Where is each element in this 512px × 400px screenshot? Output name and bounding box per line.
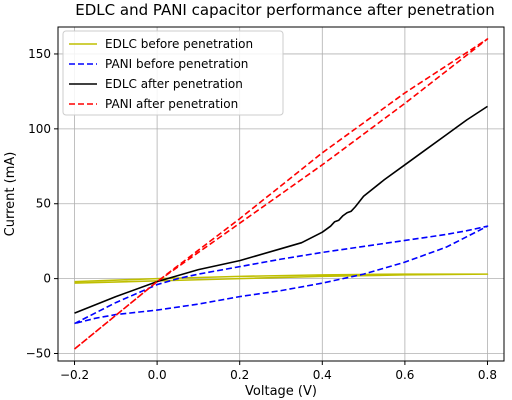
ticks: −0.2 0.0 0.2 0.4 0.6 0.8 −50 0 50 100 150 [26, 47, 497, 382]
series-line-4 [74, 38, 489, 350]
y-tick-label: 100 [28, 122, 51, 136]
y-axis-label: Current (mA) [3, 152, 18, 237]
series-line-1 [74, 273, 489, 284]
y-tick-label: 50 [36, 197, 51, 211]
legend-box [62, 30, 284, 116]
y-tick-label: 150 [28, 47, 51, 61]
legend-label: PANI after penetration [105, 97, 238, 111]
legend: EDLC before penetration PANI before penet… [62, 30, 284, 116]
x-tick-label: 0.4 [313, 368, 332, 382]
x-tick-label: 0.8 [478, 368, 497, 382]
x-tick-label: 0.0 [148, 368, 167, 382]
legend-label: EDLC after penetration [105, 77, 243, 91]
x-axis-label: Voltage (V) [245, 384, 317, 399]
y-tick-label: −50 [26, 347, 51, 361]
legend-label: EDLC before penetration [105, 37, 253, 51]
x-tick-label: 0.2 [230, 368, 249, 382]
series-layer [74, 38, 489, 350]
chart-title: EDLC and PANI capacitor performance afte… [75, 1, 494, 19]
plot-frame [57, 26, 505, 362]
x-tick-label: 0.6 [395, 368, 414, 382]
y-tick-label: 0 [43, 272, 51, 286]
series-line-3 [74, 105, 488, 314]
x-tick-label: −0.2 [60, 368, 89, 382]
legend-label: PANI before penetration [105, 57, 248, 71]
series-line-2 [74, 225, 489, 325]
